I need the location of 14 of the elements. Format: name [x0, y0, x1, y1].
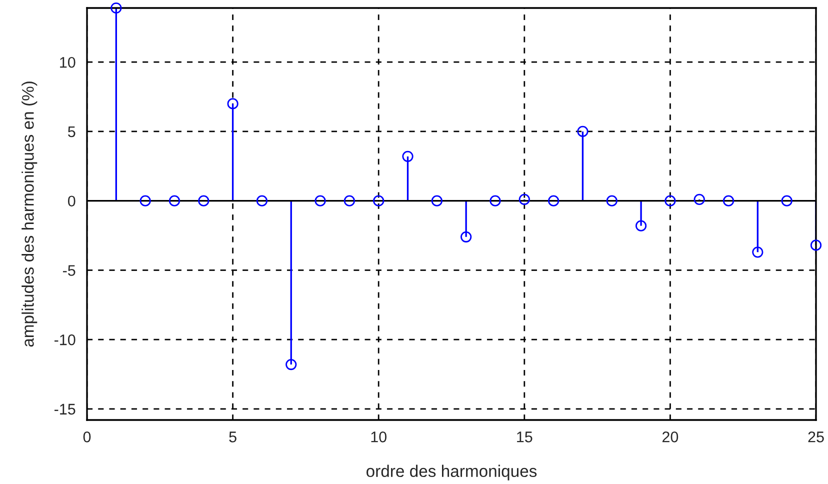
- x-tick-label: 0: [83, 432, 91, 442]
- x-tick-label: 5: [229, 432, 236, 442]
- x-tick-label: 10: [371, 432, 386, 442]
- y-tick-label: 10: [60, 56, 76, 68]
- y-axis-title: amplitudes des harmoniques en (%): [22, 82, 38, 347]
- x-tick-label: 25: [808, 432, 824, 442]
- x-axis-title: ordre des harmoniques: [366, 464, 537, 480]
- x-tick-label: 20: [662, 432, 678, 442]
- y-tick-label: -15: [54, 404, 76, 415]
- x-tick-label: 15: [517, 432, 532, 442]
- y-tick-label: -5: [62, 265, 76, 276]
- y-tick-label: 5: [68, 126, 76, 138]
- y-tick-label: -10: [54, 334, 76, 346]
- y-tick-label: 0: [68, 196, 76, 207]
